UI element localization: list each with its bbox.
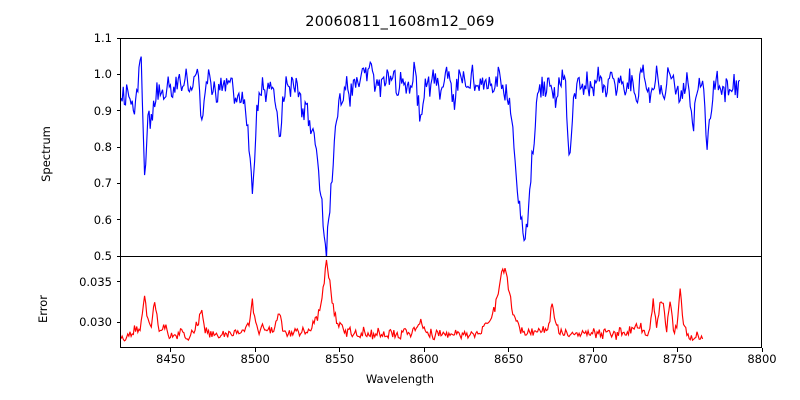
spectrum-axis-label: Spectrum: [39, 126, 53, 182]
spectrum-ytick-label: 0.8: [93, 140, 112, 154]
wavelength-xtick-label: 8450: [156, 352, 186, 366]
spectrum-ytick: [116, 110, 120, 112]
spectrum-ytick-label: 0.6: [93, 212, 112, 227]
error-ytick-label: 0.030: [79, 315, 112, 330]
wavelength-xtick-label: 8800: [747, 352, 777, 366]
wavelength-axis-label: Wavelength: [365, 372, 435, 386]
spectrum-line-series: [121, 56, 741, 256]
error-plot-panel: [120, 256, 762, 348]
wavelength-xtick: [761, 348, 763, 352]
spectrum-ytick: [116, 146, 120, 148]
spectrum-ytick: [116, 182, 120, 184]
error-ytick: [116, 321, 120, 323]
spectrum-ytick-label: 1.1: [93, 31, 112, 45]
spectrum-ytick-label: 1.0: [93, 67, 112, 82]
error-axis-label: Error: [36, 294, 50, 324]
wavelength-xtick: [508, 348, 510, 352]
wavelength-xtick: [677, 348, 679, 352]
wavelength-xtick: [170, 348, 172, 352]
spectrum-ytick: [116, 219, 120, 221]
wavelength-xtick-label: 8700: [578, 352, 608, 366]
error-line-series: [121, 259, 704, 342]
error-ytick-label: 0.035: [79, 274, 112, 289]
wavelength-xtick-label: 8500: [240, 352, 270, 366]
spectrum-ytick-label: 0.7: [93, 176, 112, 191]
spectrum-ytick-label: 0.9: [93, 103, 112, 118]
chart-title: 20060811_1608m12_069: [305, 14, 495, 30]
error-ytick: [116, 281, 120, 283]
wavelength-xtick: [592, 348, 594, 352]
wavelength-xtick-label: 8600: [409, 352, 439, 366]
wavelength-xtick-label: 8650: [493, 352, 524, 366]
spectrum-plot-panel: [120, 38, 762, 256]
wavelength-xtick-label: 8550: [324, 352, 355, 366]
wavelength-xtick: [254, 348, 256, 352]
wavelength-xtick: [339, 348, 341, 352]
wavelength-xtick-label: 8750: [662, 352, 693, 366]
spectrum-ytick: [116, 73, 120, 75]
spectrum-ytick: [116, 37, 120, 39]
spectrum-ytick: [116, 255, 120, 257]
spectrum-ytick-label: 0.5: [93, 249, 112, 263]
wavelength-xtick: [423, 348, 425, 352]
